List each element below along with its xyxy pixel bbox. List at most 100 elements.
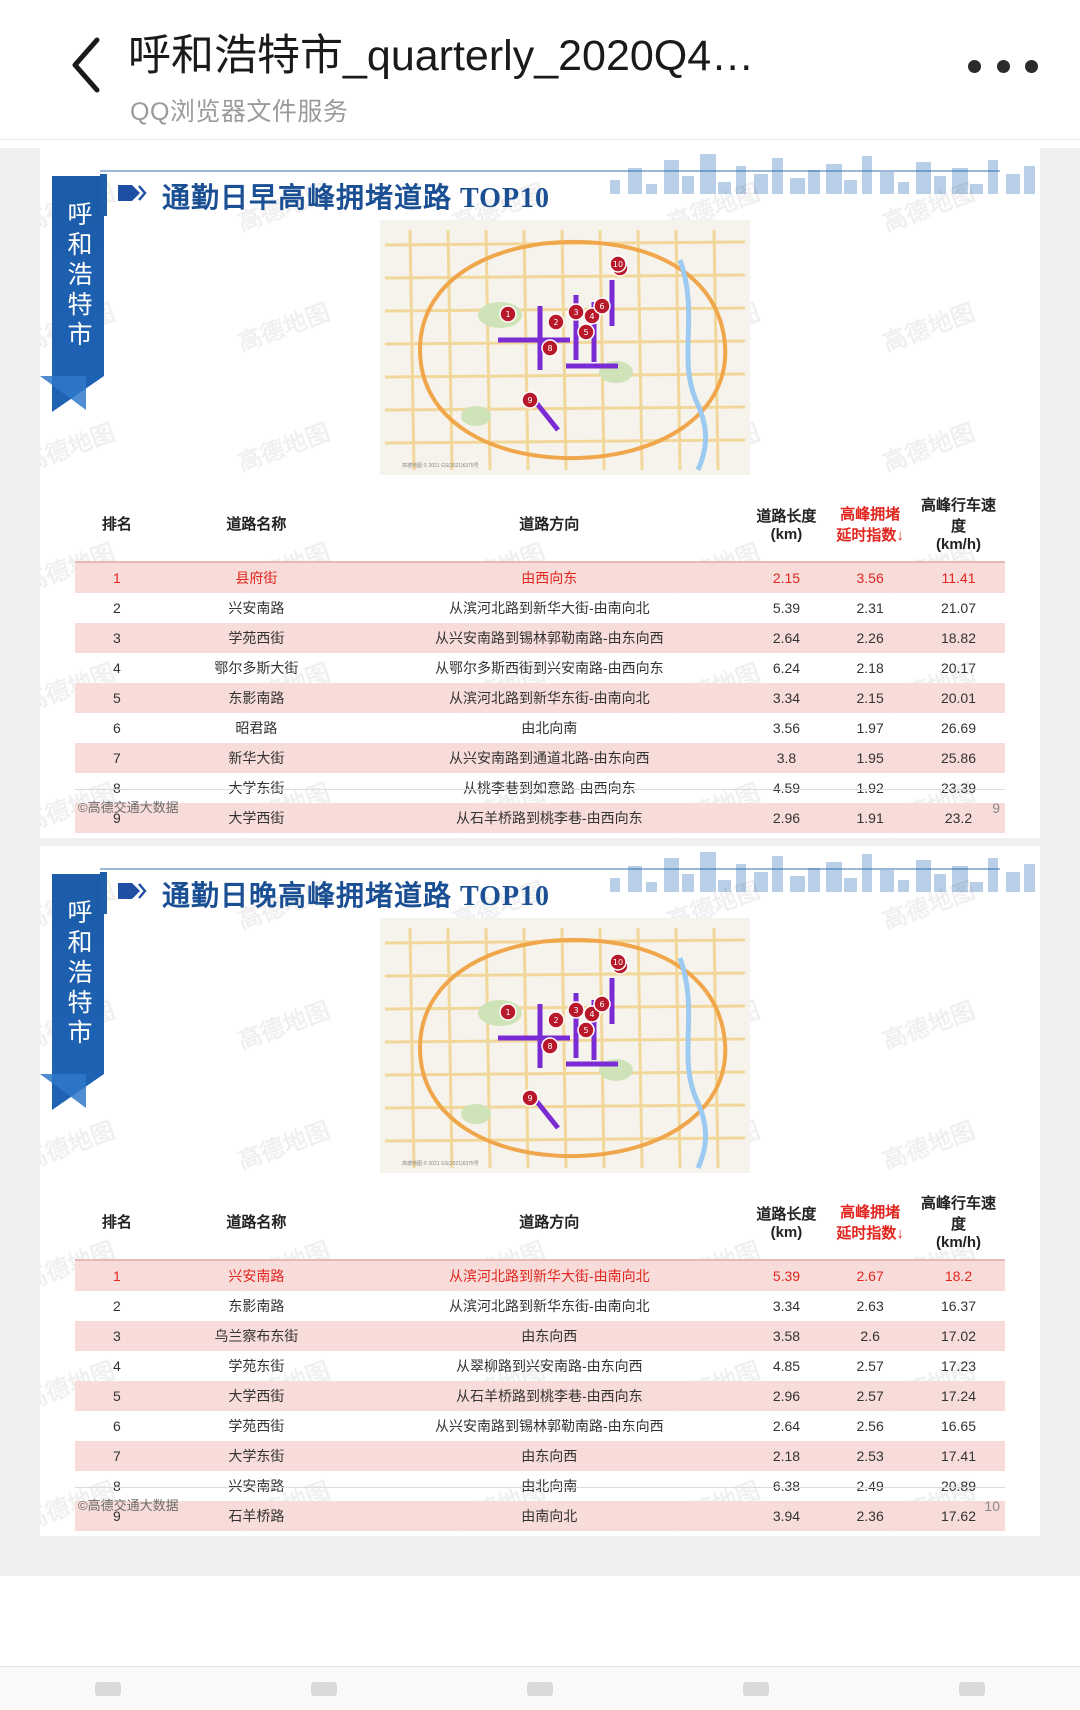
cell-congestion-index: 2.56	[856, 1418, 884, 1434]
more-dot	[996, 59, 1010, 73]
watermark: 高德地图	[878, 1116, 979, 1176]
cell-congestion-index: 2.67	[856, 1268, 884, 1284]
slide-title-group: 通勤日晚高峰拥堵道路 TOP10	[100, 858, 1000, 914]
cell-speed: 20.89	[940, 1478, 976, 1494]
map-credit: 高德地图 © 2021 GS(2021)6375号	[402, 1161, 479, 1167]
cell-road-name: 腾飞北路	[159, 833, 354, 838]
table-row: 2 东影南路 从滨河北路到新华东街-由南向北 3.34 2.63 16.37	[75, 1291, 1005, 1321]
th-speed-unit: (km/h)	[935, 1234, 981, 1251]
cell-direction: 由西向东	[521, 570, 578, 586]
th-congestion-index: 高峰拥堵 延时指数↓	[828, 488, 912, 562]
cell-direction: 从兴安南路到通道北路-由东向西	[354, 1531, 745, 1536]
watermark: 高德地图	[233, 418, 334, 478]
cell-speed: 20.01	[940, 690, 976, 706]
cell-congestion-index: 1.91	[856, 810, 884, 826]
city-banner: 呼和浩特市	[52, 874, 104, 1074]
cell-speed: 21.07	[940, 600, 976, 616]
cell-direction: 从兴安南路到通道北路-由东向西	[448, 750, 650, 766]
cell-speed: 16.65	[940, 1418, 976, 1434]
cell-length: 5.39	[772, 600, 801, 616]
cell-direction: 由北向南	[521, 1478, 578, 1494]
toolbar-icon[interactable]	[743, 1681, 769, 1696]
toolbar-icon[interactable]	[527, 1681, 553, 1696]
congestion-map[interactable]: 1 2 3 4 5 6 7 8 9 10 高德地图 © 2021 GS(2021…	[380, 918, 750, 1173]
svg-text:5: 5	[583, 328, 588, 337]
back-button[interactable]	[58, 30, 114, 100]
chevron-left-icon	[72, 37, 100, 93]
cell-speed: 16.37	[940, 1298, 976, 1314]
cell-length: 3.8	[776, 750, 797, 766]
svg-text:3: 3	[573, 308, 578, 317]
table-header-row: 排名 道路名称 道路方向 道路长度 (km) 高峰拥堵 延时指数↓ 高峰行车速度…	[75, 488, 1005, 562]
cell-road-name: 大学西街	[228, 810, 285, 826]
th-speed-unit: (km/h)	[935, 536, 981, 553]
cell-length: 2.96	[772, 810, 801, 826]
svg-text:3: 3	[573, 1006, 578, 1015]
svg-text:9: 9	[527, 396, 532, 405]
th-speed-line1: 高峰行车速度	[920, 1195, 996, 1233]
svg-text:1: 1	[505, 1008, 510, 1017]
cell-speed: 21.51	[912, 1531, 1005, 1536]
th-congestion-index: 高峰拥堵 延时指数↓	[828, 1186, 912, 1260]
cell-congestion-index: 1.89	[828, 833, 912, 838]
watermark: 高德地图	[878, 298, 979, 358]
cell-speed: 18.2	[944, 1268, 973, 1284]
city-banner-label: 呼和浩特市	[64, 201, 92, 351]
cell-road-name: 新华大街	[228, 750, 285, 766]
table-row: 10 新华大街 从兴安南路到通道北路-由东向西 3.8 2.34 21.51	[75, 1531, 1005, 1536]
th-rank: 排名	[101, 1214, 132, 1231]
cell-length: 2.15	[772, 570, 801, 586]
cell-direction: 从成吉思汗东街到新华东街-由北向南	[354, 833, 745, 838]
th-length-unit: (km)	[770, 1223, 803, 1241]
cell-congestion-index: 2.36	[856, 1508, 884, 1524]
cell-road-name: 鄂尔多斯大街	[214, 660, 299, 676]
cell-road-name: 大学东街	[228, 1448, 285, 1464]
slide-page-1[interactable]: 高德地图 高德地图 高德地图 高德地图 高德地图 高德地图 高德地图 高德地图 高德地图 高德地图…	[40, 148, 1040, 838]
cell-length: 5.39	[772, 1268, 801, 1284]
cell-direction: 从翠柳路到兴安南路-由东向西	[455, 1358, 643, 1374]
th-road-name: 道路名称	[226, 516, 287, 533]
th-index-line2: 延时指数↓	[836, 526, 904, 544]
arrow-right-icon	[118, 880, 148, 907]
watermark: 高德地图	[878, 418, 979, 478]
bottom-toolbar[interactable]	[0, 1666, 1080, 1710]
slide-title: 通勤日早高峰拥堵道路 TOP10	[162, 183, 551, 214]
watermark: 高德地图	[878, 996, 979, 1056]
more-options-button[interactable]	[968, 46, 1038, 86]
cell-speed: 11.41	[941, 570, 976, 586]
cell-congestion-index: 1.97	[856, 720, 884, 736]
cell-rank: 4	[112, 660, 121, 676]
table-row: 5 大学西街 从石羊桥路到桃李巷-由西向东 2.96 2.57 17.24	[75, 1381, 1005, 1411]
table-row: 6 学苑西街 从兴安南路到锡林郭勒南路-由东向西 2.64 2.56 16.65	[75, 1411, 1005, 1441]
th-index-line1: 高峰拥堵	[840, 505, 901, 523]
title-rule	[100, 170, 1000, 172]
title-rule	[100, 868, 1000, 870]
source-attribution: ©高德交通大数据	[78, 800, 179, 815]
table-row: 3 乌兰察布东街 由东向西 3.58 2.6 17.02	[75, 1321, 1005, 1351]
arrow-right-icon	[118, 182, 148, 209]
city-banner: 呼和浩特市	[52, 176, 104, 376]
toolbar-icon[interactable]	[311, 1681, 337, 1696]
header-subtitle: QQ浏览器文件服务	[130, 98, 349, 126]
cell-congestion-index: 2.6	[860, 1328, 880, 1344]
th-speed: 高峰行车速度 (km/h)	[912, 1186, 1005, 1260]
toolbar-icon[interactable]	[959, 1681, 985, 1696]
document-viewport[interactable]: 高德地图 高德地图 高德地图 高德地图 高德地图 高德地图 高德地图 高德地图 高德地图 高德地图…	[0, 148, 1080, 1576]
toolbar-icon[interactable]	[95, 1681, 121, 1696]
congestion-map[interactable]: 1 2 3 4 5 6 7 8 9 10 高德地图 © 2021 GS(2021…	[380, 220, 750, 475]
slide-page-2[interactable]: 高德地图 高德地图 高德地图 高德地图 高德地图 高德地图 高德地图 高德地图 高德地图 高德地图…	[40, 846, 1040, 1536]
page-number: 9	[992, 800, 1000, 816]
table-row: 4 鄂尔多斯大街 从鄂尔多斯西街到兴安南路-由西向东 6.24 2.18 20.…	[75, 653, 1005, 683]
svg-text:4: 4	[589, 312, 594, 321]
cell-rank: 3	[112, 1328, 121, 1344]
svg-text:8: 8	[547, 344, 552, 353]
cell-length: 3.94	[772, 1508, 801, 1524]
cell-rank: 5	[112, 1388, 121, 1404]
cell-rank: 7	[112, 750, 121, 766]
table-row: 9 大学西街 从石羊桥路到桃李巷-由西向东 2.96 1.91 23.2	[75, 803, 1005, 833]
cell-congestion-index: 2.53	[856, 1448, 884, 1464]
table-row: 2 兴安南路 从滨河北路到新华大街-由南向北 5.39 2.31 21.07	[75, 593, 1005, 623]
cell-direction: 由东向西	[521, 1328, 578, 1344]
table-row: 4 学苑东街 从翠柳路到兴安南路-由东向西 4.85 2.57 17.23	[75, 1351, 1005, 1381]
table-row: 9 石羊桥路 由南向北 3.94 2.36 17.62	[75, 1501, 1005, 1531]
